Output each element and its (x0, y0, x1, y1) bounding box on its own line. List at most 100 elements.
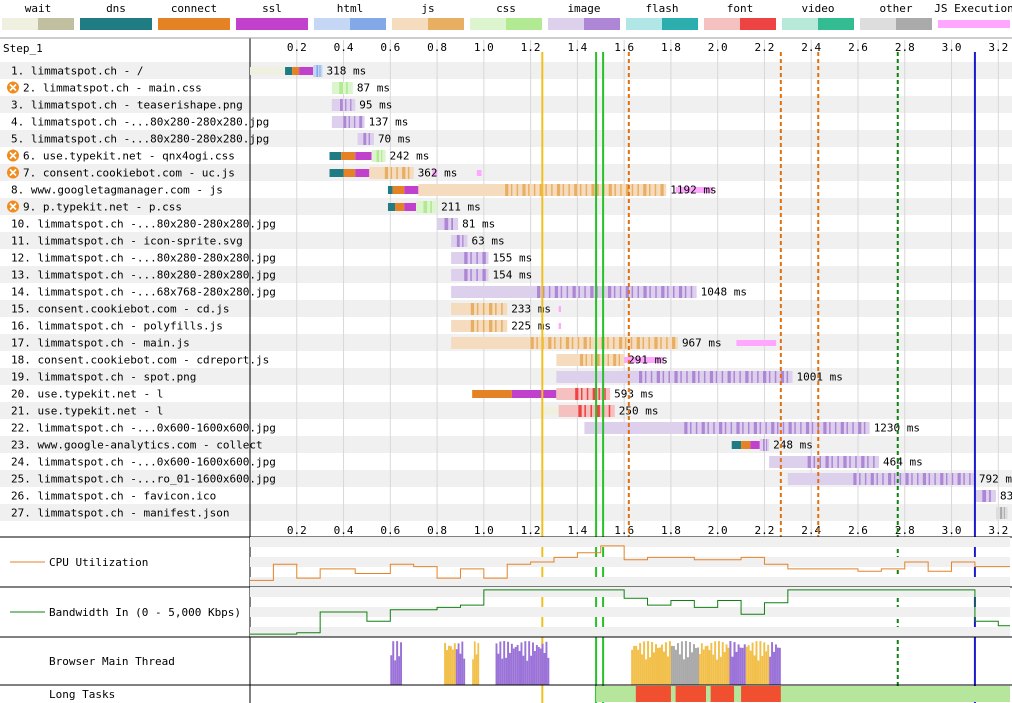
main-thread-activity (633, 645, 636, 685)
panel-label: Browser Main Thread (49, 655, 175, 668)
bar-chunk (945, 473, 948, 485)
main-thread-activity (751, 642, 754, 685)
main-thread-activity (530, 655, 533, 685)
bar-chunk (560, 286, 563, 298)
bar-chunk (554, 286, 559, 298)
bar-chunk (476, 252, 478, 264)
bar-chunk (636, 337, 640, 349)
legend-label: font (727, 2, 754, 15)
main-thread-activity (457, 643, 460, 685)
legend-swatch-light (158, 18, 194, 30)
request-label: 16. limmatspot.ch - polyfills.js (11, 320, 223, 333)
tick-label: 1.0 (474, 41, 494, 54)
bar-chunk (643, 286, 647, 298)
duration-label: 63 ms (471, 235, 504, 248)
bar-chunk (849, 456, 851, 468)
main-thread-activity (658, 647, 661, 685)
bar-chunk (578, 405, 582, 417)
bar-ttfb (451, 303, 471, 315)
bar-chunk (577, 337, 580, 349)
duration-label: 81 ms (462, 218, 495, 231)
bar-chunk (464, 252, 468, 264)
main-thread-activity (666, 656, 669, 685)
bar-chunk (575, 388, 579, 400)
request-label: 11. limmatspot.ch - icon-sprite.svg (11, 235, 243, 248)
main-thread-activity (653, 652, 656, 685)
bar-chunk (656, 371, 660, 383)
panel-label: CPU Utilization (49, 556, 148, 569)
bar-chunk (660, 184, 664, 196)
bar-chunk (637, 286, 640, 298)
bar-chunk (759, 422, 762, 434)
warning-icon (7, 81, 19, 94)
main-thread-activity (651, 641, 654, 685)
main-thread-activity (702, 649, 705, 685)
bar-chunk (548, 286, 551, 298)
bar-chunk (476, 320, 479, 332)
bar-chunk (565, 337, 570, 349)
warning-icon (7, 149, 19, 162)
bar-chunk (596, 405, 600, 417)
main-thread-activity (714, 641, 717, 685)
bar-chunk (339, 82, 343, 94)
main-thread-activity (535, 645, 538, 685)
main-thread-activity (773, 651, 775, 685)
bar-chunk (899, 473, 902, 485)
bar-chunk (867, 456, 869, 468)
main-thread-activity (725, 644, 728, 685)
bar-chunk (957, 473, 961, 485)
duration-label: 1230 ms (874, 422, 920, 435)
bar-chunk (858, 422, 862, 434)
duration-label: 70 ms (378, 133, 411, 146)
bar-ttfb (451, 286, 538, 298)
main-thread-activity (522, 655, 525, 685)
bar-chunk (528, 184, 530, 196)
bar-ttfb (437, 218, 445, 230)
panel-stripe (250, 577, 1010, 587)
bar-chunk (346, 82, 348, 94)
main-thread-activity (682, 659, 685, 685)
bar-js-exec (558, 323, 562, 329)
main-thread-activity (776, 647, 779, 685)
bar-chunk (470, 252, 472, 264)
legend-swatch-light (236, 18, 272, 30)
bar-chunk (678, 286, 683, 298)
bar-chunk (690, 286, 693, 298)
bar-chunk (556, 184, 561, 196)
bar-chunk (963, 473, 965, 485)
request-labels: 1. limmatspot.ch - / 2. limmatspot.ch - m… (7, 65, 276, 520)
main-thread-activity (631, 649, 634, 685)
main-thread-activity (637, 649, 640, 685)
main-thread-activity (704, 646, 707, 685)
bar-chunk (719, 422, 723, 434)
bar-chunk (733, 371, 735, 383)
bar-chunk (776, 422, 779, 434)
bar-ssl (355, 169, 370, 177)
bar-chunk (482, 303, 485, 315)
bar-chunk (613, 354, 617, 366)
lower-panels: CPU Utilization Bandwidth In (0 - 5,000 K… (0, 37, 1012, 702)
request-label: 22. limmatspot.ch -...0x600-1600x600.jpg (11, 422, 276, 435)
main-thread-activity (461, 641, 464, 685)
tick-label: 1.8 (661, 524, 681, 537)
bar-chunk (444, 218, 449, 230)
bar-ttfb (371, 150, 377, 162)
main-thread-activity (545, 641, 548, 685)
legend-swatch-dark (272, 18, 308, 30)
main-thread-activity (678, 654, 681, 685)
bar-chunk (922, 473, 926, 485)
bar-chunk (597, 184, 599, 196)
main-thread-activity (455, 649, 458, 685)
bar-chunk (819, 456, 822, 468)
bar-chunk (680, 371, 682, 383)
bar-chunk (501, 303, 503, 315)
bar-chunk (774, 371, 777, 383)
bar-chunk (859, 473, 861, 485)
bar-chunk (751, 371, 753, 383)
main-thread-activity (503, 641, 506, 685)
bar-chunk (837, 456, 839, 468)
main-thread-activity (680, 641, 683, 685)
legend-label: wait (25, 2, 52, 15)
bar-chunk (667, 286, 669, 298)
